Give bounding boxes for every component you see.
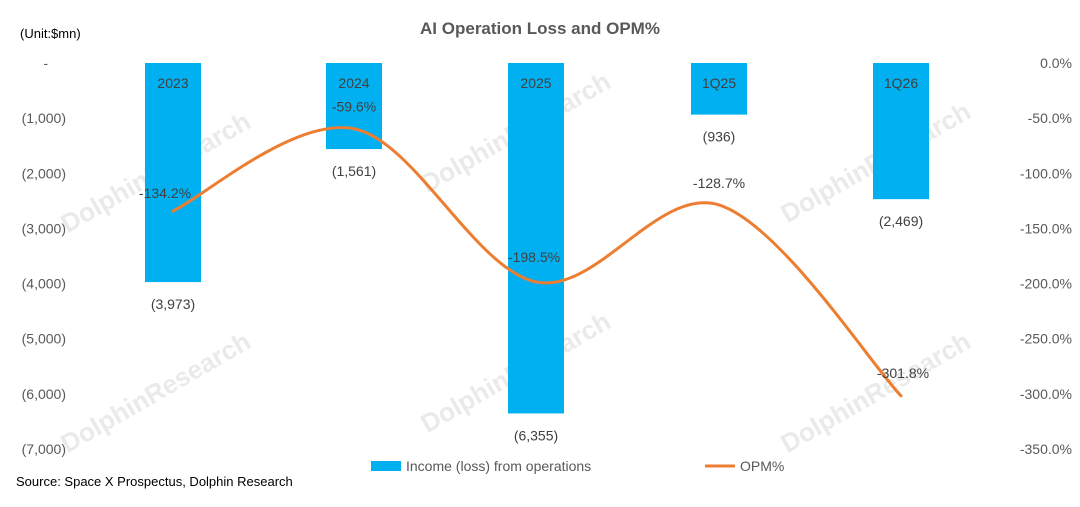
bar-series: 2023 (3,973) 2024 (1,561) 2025 (6,355) 1Q25 (93… xyxy=(145,63,929,443)
bar-data-label: (6,355) xyxy=(514,427,558,443)
bar-1Q26 xyxy=(873,63,929,200)
right-tick-label: -50.0% xyxy=(1028,110,1072,126)
right-tick-label: -350.0% xyxy=(1020,441,1072,457)
line-data-label: -134.2% xyxy=(139,185,191,201)
left-tick-label: (2,000) xyxy=(22,165,66,181)
bar-data-label: (3,973) xyxy=(151,296,195,312)
line-data-label: -301.8% xyxy=(877,365,929,381)
line-series: -134.2% -59.6% -198.5% -128.7% -301.8% xyxy=(139,99,929,398)
line-data-label: -128.7% xyxy=(693,175,745,191)
right-tick-label: -100.0% xyxy=(1020,165,1072,181)
bar-data-label: (2,469) xyxy=(879,213,923,229)
right-tick-label: -150.0% xyxy=(1020,220,1072,236)
category-label: 1Q26 xyxy=(884,75,918,91)
bar-2023 xyxy=(145,63,201,283)
right-tick-label: 0.0% xyxy=(1040,55,1072,71)
line-data-label: -198.5% xyxy=(508,249,560,265)
legend-label-opm: OPM% xyxy=(740,458,784,474)
bar-2025 xyxy=(508,63,564,414)
legend-swatch-income xyxy=(371,461,401,471)
left-tick-label: (7,000) xyxy=(22,441,66,457)
chart-title: AI Operation Loss and OPM% xyxy=(420,19,660,38)
left-tick-label: - xyxy=(43,55,48,71)
source-note: Source: Space X Prospectus, Dolphin Rese… xyxy=(16,474,293,489)
right-tick-label: -250.0% xyxy=(1020,331,1072,347)
bar-data-label: (936) xyxy=(703,129,736,145)
opm-line xyxy=(171,126,903,398)
watermark-text: DolphinResearch xyxy=(55,326,255,459)
left-tick-label: (4,000) xyxy=(22,276,66,292)
bar-1Q25 xyxy=(691,63,747,115)
right-tick-label: -200.0% xyxy=(1020,276,1072,292)
watermark-text: DolphinResearch xyxy=(775,326,975,459)
bar-data-label: (1,561) xyxy=(332,163,376,179)
right-axis: 0.0% -50.0% -100.0% -150.0% -200.0% -250.0% -3… xyxy=(1020,55,1072,457)
category-label: 2024 xyxy=(338,75,369,91)
line-data-label: -59.6% xyxy=(332,99,376,115)
left-tick-label: (3,000) xyxy=(22,220,66,236)
left-axis: - (1,000) (2,000) (3,000) (4,000) (5,000) (6,0… xyxy=(22,55,66,457)
legend: Income (loss) from operations OPM% xyxy=(371,458,784,474)
left-tick-label: (1,000) xyxy=(22,110,66,126)
unit-label: (Unit:$mn) xyxy=(20,26,81,41)
category-label: 2025 xyxy=(520,75,551,91)
left-tick-label: (6,000) xyxy=(22,386,66,402)
category-label: 1Q25 xyxy=(702,75,736,91)
right-tick-label: -300.0% xyxy=(1020,386,1072,402)
left-tick-label: (5,000) xyxy=(22,331,66,347)
category-label: 2023 xyxy=(157,75,188,91)
legend-label-income: Income (loss) from operations xyxy=(406,458,591,474)
